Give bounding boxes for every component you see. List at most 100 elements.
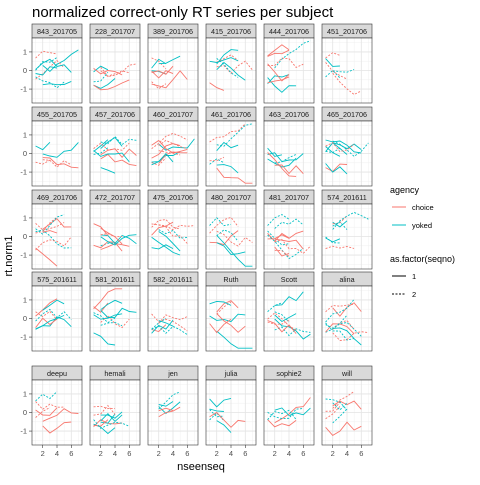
series-line-choice	[151, 70, 174, 79]
series-lines	[158, 391, 181, 418]
series-lines	[93, 404, 130, 435]
series-lines	[267, 214, 311, 260]
series-line-choice	[42, 159, 72, 168]
series-lines	[209, 123, 253, 184]
x-tick-label: 2	[41, 449, 45, 458]
series-line-choice	[158, 150, 181, 156]
series-line-yoked	[216, 330, 253, 349]
y-axis-label: rt.norm1	[3, 236, 15, 277]
facet-strip-label: 389_201706	[153, 27, 193, 36]
series-line-yoked	[216, 141, 239, 151]
facet-panel: alina	[321, 271, 373, 352]
facet-strip-label: julia	[224, 369, 238, 378]
series-line-yoked	[100, 135, 137, 146]
series-line-choice	[267, 419, 297, 428]
x-tick-label: 6	[185, 449, 189, 458]
legend-linetype-title: as.factor(seqno)	[390, 254, 455, 264]
facet-strip-label: 463_201706	[269, 110, 309, 119]
series-line-yoked	[100, 167, 116, 174]
facet-panels: 843_201705 -1 0 1 228_201707 389_201706 415_20…	[20, 23, 373, 458]
series-lines	[93, 135, 137, 174]
series-line-choice	[42, 230, 58, 234]
series-line-yoked	[216, 123, 253, 147]
panel-border	[263, 37, 315, 104]
facet-strip-label: jen	[167, 369, 178, 378]
series-line-choice	[274, 238, 311, 254]
series-line-yoked	[325, 58, 340, 67]
facet-panel: 581_201611	[89, 271, 141, 352]
series-line-yoked	[267, 409, 297, 420]
y-tick-label: 1	[23, 295, 27, 304]
series-line-choice	[267, 320, 297, 334]
panel-border	[263, 203, 315, 270]
y-tick-label: 0	[23, 232, 27, 241]
series-line-choice	[100, 63, 137, 77]
series-line-choice	[325, 406, 341, 420]
series-line-yoked	[209, 408, 224, 412]
series-lines	[267, 291, 311, 340]
series-line-choice	[332, 302, 362, 317]
series-line-choice	[267, 44, 290, 57]
x-tick-label: 2	[157, 449, 161, 458]
series-line-choice	[325, 303, 355, 313]
series-line-yoked	[100, 136, 123, 149]
series-lines	[325, 52, 362, 96]
panel-border	[89, 203, 141, 270]
series-lines	[267, 397, 311, 428]
series-line-yoked	[209, 409, 224, 418]
series-line-yoked	[151, 153, 174, 163]
panel-border	[321, 285, 373, 352]
x-tick-label: 4	[55, 449, 59, 458]
series-line-yoked	[100, 411, 123, 419]
series-lines	[151, 313, 188, 335]
facet-strip-label: 472_201707	[95, 193, 135, 202]
series-line-choice	[35, 407, 51, 418]
facet-panel: 475_201706	[147, 189, 199, 270]
facet-panel: 575_201611 -1 0 1	[20, 271, 83, 352]
y-tick-label: 1	[23, 47, 27, 56]
series-line-choice	[35, 236, 72, 251]
y-tick-label: -1	[20, 85, 27, 94]
facet-strip-label: 444_201706	[269, 27, 309, 36]
series-line-yoked	[42, 49, 79, 73]
facet-strip-label: 460_201707	[153, 110, 193, 119]
series-line-choice	[158, 151, 188, 164]
series-line-choice	[100, 314, 130, 329]
series-line-choice	[267, 57, 304, 68]
series-line-yoked	[325, 398, 348, 411]
series-line-choice	[35, 216, 58, 234]
panel-border	[147, 285, 199, 352]
series-line-choice	[216, 300, 239, 313]
series-line-choice	[42, 408, 79, 422]
series-line-choice	[209, 216, 239, 234]
series-line-yoked	[35, 57, 58, 71]
series-line-yoked	[151, 236, 181, 256]
legend-color-label: choice	[412, 203, 434, 212]
series-line-yoked	[100, 413, 116, 424]
y-tick-label: 1	[23, 130, 27, 139]
series-line-yoked	[35, 58, 72, 73]
facet-strip-label: 582_201611	[153, 275, 192, 284]
facet-panel: julia 2 4 6	[205, 365, 257, 458]
series-line-choice	[151, 313, 188, 332]
series-line-yoked	[325, 299, 355, 323]
series-lines	[151, 55, 188, 90]
facet-panel: 582_201611	[147, 271, 199, 352]
series-lines	[209, 300, 253, 349]
series-line-yoked	[151, 317, 167, 330]
facet-strip-label: 457_201706	[95, 110, 135, 119]
series-line-choice	[35, 298, 58, 317]
series-line-yoked	[100, 234, 137, 246]
series-line-yoked	[209, 158, 225, 165]
series-line-choice	[332, 72, 362, 96]
facet-strip-label: deepu	[47, 369, 67, 378]
series-line-choice	[151, 65, 174, 75]
series-line-yoked	[216, 420, 232, 433]
facet-panel: sophie2 2 4 6	[263, 365, 315, 458]
x-tick-label: 6	[359, 449, 363, 458]
series-line-choice	[158, 406, 181, 418]
series-lines	[209, 49, 253, 91]
series-line-choice	[216, 60, 253, 74]
series-line-choice	[325, 142, 355, 153]
series-lines	[325, 211, 369, 250]
